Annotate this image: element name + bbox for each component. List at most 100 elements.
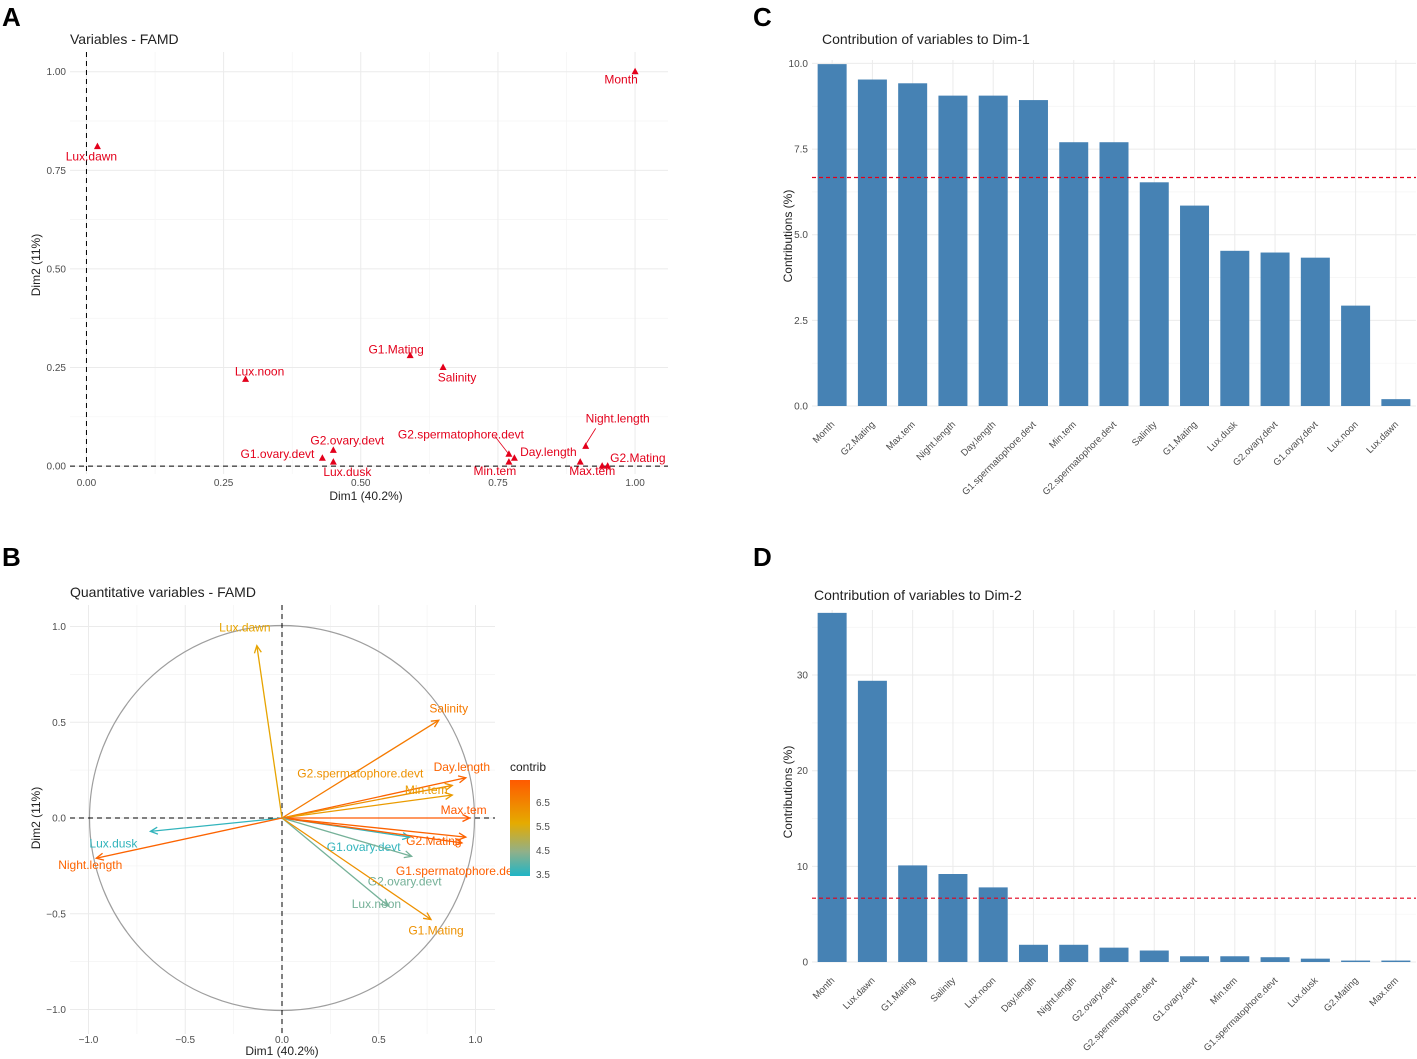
- vector-arrowhead: [457, 775, 468, 784]
- vector-arrowhead: [454, 837, 464, 846]
- bar: [978, 887, 1008, 962]
- vector-arrowhead: [462, 813, 472, 823]
- vector-arrowhead: [458, 832, 468, 841]
- vector-label: Lux.dawn: [219, 621, 270, 635]
- y-tick-label: 1.00: [47, 67, 67, 78]
- point-label: Salinity: [438, 371, 477, 385]
- point-label: G2.ovary.devt: [310, 433, 384, 447]
- data-point: [318, 454, 326, 461]
- x-tick-label: 0.75: [488, 478, 508, 489]
- vector-arrow: [281, 817, 389, 907]
- panel-c-title: Contribution of variables to Dim-1: [822, 31, 1030, 47]
- panel-letter-b: B: [2, 542, 21, 572]
- data-point: [510, 454, 518, 461]
- legend-colorbar: [510, 780, 530, 876]
- y-tick-label: 30: [797, 671, 809, 682]
- x-tick-label: 0.5: [372, 1035, 386, 1046]
- point-label: Lux.dawn: [66, 150, 117, 164]
- vector-arrowhead: [430, 719, 441, 728]
- y-tick-label: 0.0: [52, 814, 66, 825]
- category-label: G1.spermatophore.devt: [960, 419, 1039, 498]
- point-label: G1.Mating: [368, 343, 423, 357]
- data-point: [631, 67, 639, 75]
- y-tick-label: −1.0: [46, 1005, 66, 1016]
- category-label: Lux.noon: [963, 975, 998, 1010]
- vector-arrow: [150, 817, 283, 833]
- vector-label: Lux.noon: [352, 897, 401, 911]
- vector-arrowhead: [148, 826, 159, 835]
- panel-letter-a: A: [2, 2, 21, 32]
- vector-arrowhead: [380, 898, 390, 908]
- point-label: G2.spermatophore.devt: [398, 427, 525, 441]
- panel-a-title: Variables - FAMD: [70, 31, 179, 47]
- vector-arrowhead: [422, 912, 433, 921]
- vector-arrowhead: [401, 832, 412, 841]
- bar: [898, 83, 928, 407]
- category-label: Min.tem: [1047, 419, 1079, 451]
- point-label: Day.length: [520, 445, 576, 459]
- bar: [1018, 100, 1048, 407]
- x-tick-label: −0.5: [175, 1035, 195, 1046]
- vector-arrow: [281, 817, 432, 921]
- category-label: Day.length: [999, 975, 1038, 1014]
- legend-tick: 4.5: [536, 846, 550, 857]
- category-label: G2.Mating: [1322, 975, 1361, 1014]
- vector-arrow: [281, 719, 440, 819]
- bar: [1059, 944, 1089, 962]
- panel-b-vectors: Quantitative variables - FAMD −1.0 −0.5 0.…: [29, 584, 550, 1058]
- bar: [1300, 257, 1330, 406]
- point-label: Lux.dusk: [323, 465, 372, 479]
- vector-label: Day.length: [434, 760, 490, 774]
- bar: [817, 64, 847, 406]
- bar: [978, 95, 1008, 407]
- x-tick-label: −1.0: [79, 1035, 99, 1046]
- y-tick-label: 0.50: [47, 264, 67, 275]
- bar: [1381, 399, 1411, 406]
- vector-arrow: [281, 817, 466, 838]
- x-tick-label: 0.00: [77, 478, 97, 489]
- vector-label: G2.ovary.devt: [368, 874, 442, 888]
- panel-c-ylabel: Contributions (%): [781, 190, 795, 283]
- category-label: Max.tem: [1367, 975, 1401, 1009]
- bar: [1300, 958, 1330, 962]
- bar: [1139, 950, 1169, 962]
- vector-label: Min.tem: [405, 783, 448, 797]
- bar: [1099, 142, 1129, 406]
- panel-d-title: Contribution of variables to Dim-2: [814, 587, 1022, 603]
- data-point: [406, 351, 414, 359]
- panel-d-bars: Contribution of variables to Dim-2 0 10 20…: [781, 587, 1416, 1054]
- bar: [1220, 250, 1250, 406]
- y-tick-label: 0.00: [47, 462, 67, 473]
- category-label: Day.length: [959, 419, 998, 458]
- data-point: [598, 462, 606, 469]
- data-point: [439, 363, 447, 371]
- category-label: Lux.dusk: [1205, 419, 1240, 454]
- y-tick-label: 1.0: [52, 622, 66, 633]
- y-tick-label: 7.5: [794, 145, 808, 156]
- panel-b-xlabel: Dim1 (40.2%): [245, 1044, 318, 1058]
- bar: [1220, 956, 1250, 962]
- category-label: Min.tem: [1208, 975, 1240, 1007]
- y-tick-label: 0: [802, 958, 808, 969]
- vector-arrowhead: [444, 791, 454, 800]
- legend-tick: 5.5: [536, 822, 550, 833]
- panel-b-title: Quantitative variables - FAMD: [70, 584, 256, 600]
- category-label: Month: [811, 975, 837, 1001]
- y-tick-label: 0.5: [52, 718, 66, 729]
- legend-tick: 3.5: [536, 870, 550, 881]
- bar: [1341, 305, 1371, 406]
- y-tick-label: 20: [797, 766, 809, 777]
- y-tick-label: 0.0: [794, 402, 808, 413]
- vector-arrow: [281, 784, 453, 819]
- vector-arrowhead: [94, 852, 105, 861]
- category-label: Night.length: [914, 419, 958, 463]
- point-label: Night.length: [586, 411, 650, 425]
- panel-a-ylabel: Dim2 (11%): [29, 234, 43, 296]
- x-tick-label: 1.00: [625, 478, 645, 489]
- legend-tick: 6.5: [536, 798, 550, 809]
- vector-arrow: [256, 645, 283, 819]
- category-label: Lux.dawn: [1364, 419, 1401, 456]
- category-label: Salinity: [929, 975, 959, 1005]
- category-label: Month: [811, 419, 837, 445]
